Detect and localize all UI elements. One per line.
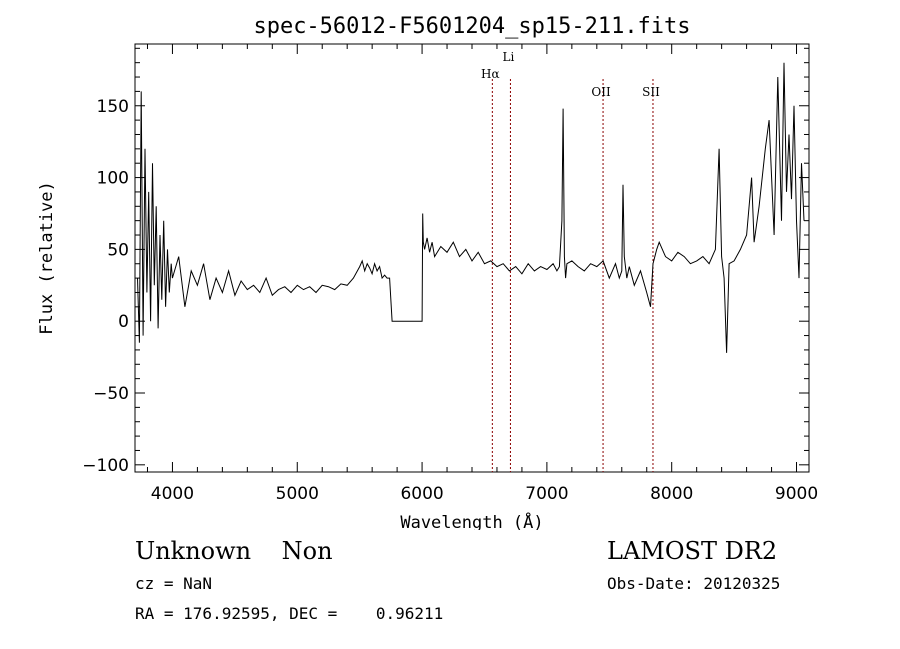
- y-tick-label: −100: [82, 456, 129, 476]
- x-tick-label: 7000: [525, 484, 568, 504]
- x-tick-label: 5000: [276, 484, 319, 504]
- y-tick-label: 0: [118, 312, 129, 332]
- x-tick-label: 9000: [775, 484, 818, 504]
- x-axis-label: Wavelength (Å): [400, 511, 543, 530]
- line-marker-label: OII: [591, 85, 611, 99]
- object-label: Unknown Non: [135, 537, 333, 565]
- y-axis-label: Flux (relative): [37, 181, 57, 335]
- survey-label: LAMOST DR2: [607, 537, 778, 565]
- obs-date-label: Obs-Date: 20120325: [607, 574, 781, 593]
- plot-frame: [134, 43, 810, 473]
- spectrum-chart: spec-56012-F5601204_sp15-211.fits −100 −5…: [37, 14, 818, 530]
- y-axis: −100 −50 0 50 100 150: [82, 47, 809, 476]
- y-tick-label: 150: [97, 97, 129, 117]
- y-tick-label: 50: [107, 240, 129, 260]
- x-tick-label: 8000: [650, 484, 693, 504]
- line-marker-label: Li: [503, 50, 515, 64]
- x-tick-label: 4000: [151, 484, 194, 504]
- line-marker-label: Hα: [481, 67, 500, 81]
- x-tick-label: 6000: [400, 484, 443, 504]
- coords-label: RA = 176.92595, DEC = 0.96211: [135, 604, 444, 623]
- y-tick-label: −50: [93, 384, 129, 404]
- chart-title: spec-56012-F5601204_sp15-211.fits: [253, 14, 690, 39]
- x-axis: 4000 5000 6000 7000 8000 9000: [146, 44, 818, 504]
- y-tick-label: 100: [97, 169, 129, 189]
- line-marker-label: SII: [642, 85, 660, 99]
- cz-label: cz = NaN: [135, 574, 213, 593]
- spectrum-line: [137, 62, 805, 353]
